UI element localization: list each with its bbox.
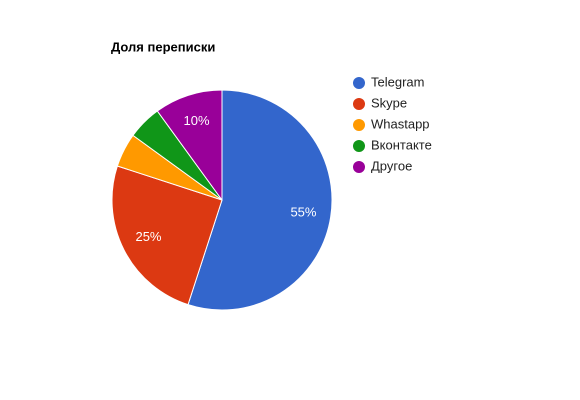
pie-slice [111,165,223,306]
slice-label: 25% [135,229,161,244]
legend-marker [353,119,365,131]
pie-slice [187,89,333,311]
legend-label: Skype [371,95,407,110]
slice-label: 55% [290,204,316,219]
legend-marker [353,98,365,110]
legend-label: Вконтакте [371,137,432,152]
legend-label: Telegram [371,74,424,89]
legend-marker [353,161,365,173]
legend-marker [353,140,365,152]
legend-marker [353,77,365,89]
pie-slice [156,89,223,202]
chart-title: Доля переписки [111,39,215,54]
legend-label: Whastapp [371,116,430,131]
slice-label: 10% [183,113,209,128]
legend-label: Другое [371,158,412,173]
